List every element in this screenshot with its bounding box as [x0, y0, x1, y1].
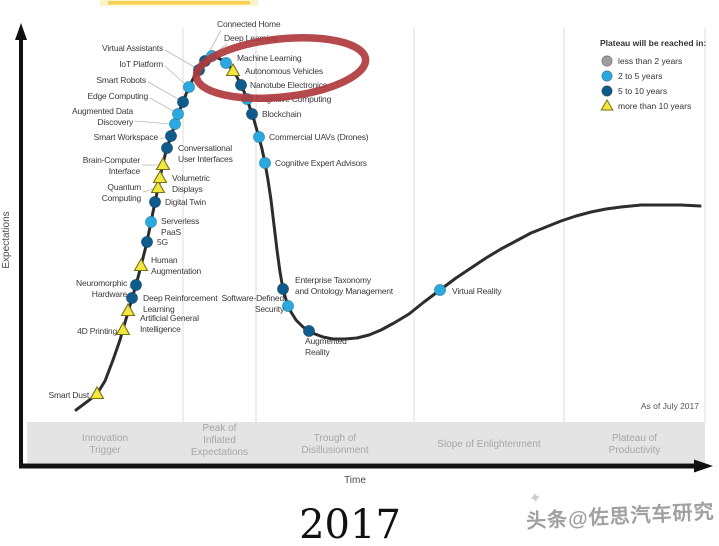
- marker-digital-twin: [148, 195, 162, 209]
- marker-iot-platform: [182, 80, 196, 94]
- label-iot-platform: IoT Platform: [119, 59, 163, 69]
- legend-marker-less-than-2-years: [601, 55, 613, 67]
- marker-edge-computing: [171, 107, 185, 121]
- leader-iot-platform: [164, 65, 187, 86]
- label-serverless-paas: Serverless PaaS: [161, 216, 199, 237]
- phase-band: [27, 422, 705, 463]
- as-of-date: As of July 2017: [641, 401, 699, 411]
- label-cognitive-expert-advisors: Cognitive Expert Advisors: [275, 158, 367, 168]
- marker-volumetric-displays: [152, 169, 168, 184]
- marker-neuromorphic-hardware: [129, 278, 143, 292]
- phase-labels: Innovation Trigger Peak of Inflated Expectat…: [82, 423, 660, 458]
- phase-label-trough-of-disillusionment: Trough of Disillusionment: [301, 433, 368, 456]
- marker-conversational-user-interfaces: [160, 141, 174, 155]
- marker-nanotube-electronics: [234, 78, 248, 92]
- label-machine-learning: Machine Learning: [237, 53, 302, 63]
- label-software-defined-security: Software-Defined Security: [222, 293, 285, 314]
- phase-label-slope-of-enlightenment: Slope of Enlightenment: [437, 439, 541, 450]
- label-5g: 5G: [157, 237, 168, 247]
- label-augmented-reality: Augmented Reality: [305, 336, 347, 357]
- label-smart-workspace: Smart Workspace: [94, 132, 159, 142]
- red-ellipse: [192, 34, 370, 102]
- legend-label-more-than-10-years: more than 10 years: [618, 101, 691, 111]
- marker-5g: [140, 235, 154, 249]
- marker-augmented-data-discovery: [168, 117, 182, 131]
- label-quantum-computing: Quantum Computing: [102, 182, 142, 203]
- marker-deep-reinforcement-learning: [125, 291, 139, 305]
- marker-enterprise-taxonomy-and-ontology-management: [276, 282, 290, 296]
- marker-smart-robots: [176, 95, 190, 109]
- axes: [15, 23, 713, 473]
- label-volumetric-displays: Volumetric Displays: [172, 173, 211, 194]
- marker-smart-workspace: [164, 129, 178, 143]
- label-commercial-uavs-drones: Commercial UAVs (Drones): [269, 132, 369, 142]
- y-axis-arrowhead: [15, 23, 27, 40]
- label-4d-printing: 4D Printing: [77, 326, 117, 336]
- label-connected-home: Connected Home: [217, 19, 281, 29]
- phase-label-plateau-of-productivity: Plateau of Productivity: [609, 433, 661, 456]
- label-nanotube-electronics: Nanotube Electronics: [250, 80, 327, 90]
- label-human-augmentation: Human Augmentation: [151, 255, 202, 276]
- marker-serverless-paas: [144, 215, 158, 229]
- label-deep-learning: Deep Learning: [224, 33, 278, 43]
- legend-label-2-to-5-years: 2 to 5 years: [618, 71, 662, 81]
- y-axis-label: Expectations: [1, 211, 12, 268]
- label-digital-twin: Digital Twin: [165, 197, 206, 207]
- x-axis-label: Time: [344, 475, 366, 486]
- marker-augmented-reality: [302, 324, 316, 338]
- label-smart-robots: Smart Robots: [96, 75, 146, 85]
- legend-marker-2-to-5-years: [601, 70, 613, 82]
- legend-items: less than 2 years 2 to 5 years 5 to 10 yea…: [600, 55, 691, 111]
- legend: Plateau will be reached in: less than 2 …: [600, 38, 706, 111]
- marker-commercial-uavs-drones: [252, 130, 266, 144]
- technology-labels: Smart Dust 4D Printing Artificial General I…: [48, 19, 502, 400]
- legend-marker-5-to-10-years: [601, 85, 613, 97]
- label-conversational-user-interfaces: Conversational User Interfaces: [178, 143, 233, 164]
- label-artificial-general-intelligence: Artificial General Intelligence: [140, 313, 199, 334]
- marker-artificial-general-intelligence: [120, 302, 136, 317]
- legend-label-less-than-2-years: less than 2 years: [618, 56, 682, 66]
- red-circle-annotation: [192, 34, 370, 102]
- leader-augmented-data-discovery: [134, 120, 172, 125]
- marker-virtual-reality: [433, 283, 447, 297]
- legend-label-5-to-10-years: 5 to 10 years: [618, 86, 667, 96]
- marker-autonomous-vehicles: [225, 62, 241, 77]
- label-deep-reinforcement-learning: Deep Reinforcement Learning: [143, 293, 218, 314]
- leader-quantum-computing: [142, 188, 155, 193]
- label-augmented-data-discovery: Augmented Data Discovery: [72, 106, 134, 127]
- label-virtual-assistants: Virtual Assistants: [102, 43, 163, 53]
- top-highlight-bar: [108, 1, 250, 5]
- label-blockchain: Blockchain: [262, 109, 302, 119]
- label-autonomous-vehicles: Autonomous Vehicles: [245, 66, 323, 76]
- phase-label-innovation-trigger: Innovation Trigger: [82, 433, 128, 456]
- leader-edge-computing: [149, 97, 176, 113]
- legend-title: Plateau will be reached in:: [600, 38, 706, 48]
- leader-virtual-assistants: [164, 49, 197, 69]
- phase-label-peak-of-inflated-expectations: Peak of Inflated Expectations: [191, 423, 248, 458]
- marker-4d-printing: [115, 321, 131, 336]
- marker-quantum-computing: [150, 179, 166, 194]
- marker-software-defined-security: [281, 299, 295, 313]
- marker-blockchain: [245, 107, 259, 121]
- phase-divider-gridlines: [182, 28, 706, 422]
- label-smart-dust: Smart Dust: [48, 390, 89, 400]
- page-title-year: 2017: [299, 502, 401, 546]
- legend-marker-more-than-10-years: [600, 99, 614, 111]
- marker-cognitive-expert-advisors: [258, 156, 272, 170]
- x-axis-arrowhead: [694, 459, 713, 473]
- marker-human-augmentation: [133, 257, 149, 272]
- marker-smart-dust: [89, 385, 105, 400]
- leader-smart-robots: [147, 81, 181, 101]
- label-virtual-reality: Virtual Reality: [452, 286, 502, 296]
- label-enterprise-taxonomy-and-ontology-management: Enterprise Taxonomy and Ontology Manageme…: [295, 275, 394, 296]
- marker-brain-computer-interface: [155, 156, 171, 171]
- label-edge-computing: Edge Computing: [87, 91, 148, 101]
- label-neuromorphic-hardware: Neuromorphic Hardware: [76, 278, 128, 299]
- label-brain-computer-interface: Brain-Computer Interface: [83, 155, 141, 176]
- marker-machine-learning: [219, 56, 233, 70]
